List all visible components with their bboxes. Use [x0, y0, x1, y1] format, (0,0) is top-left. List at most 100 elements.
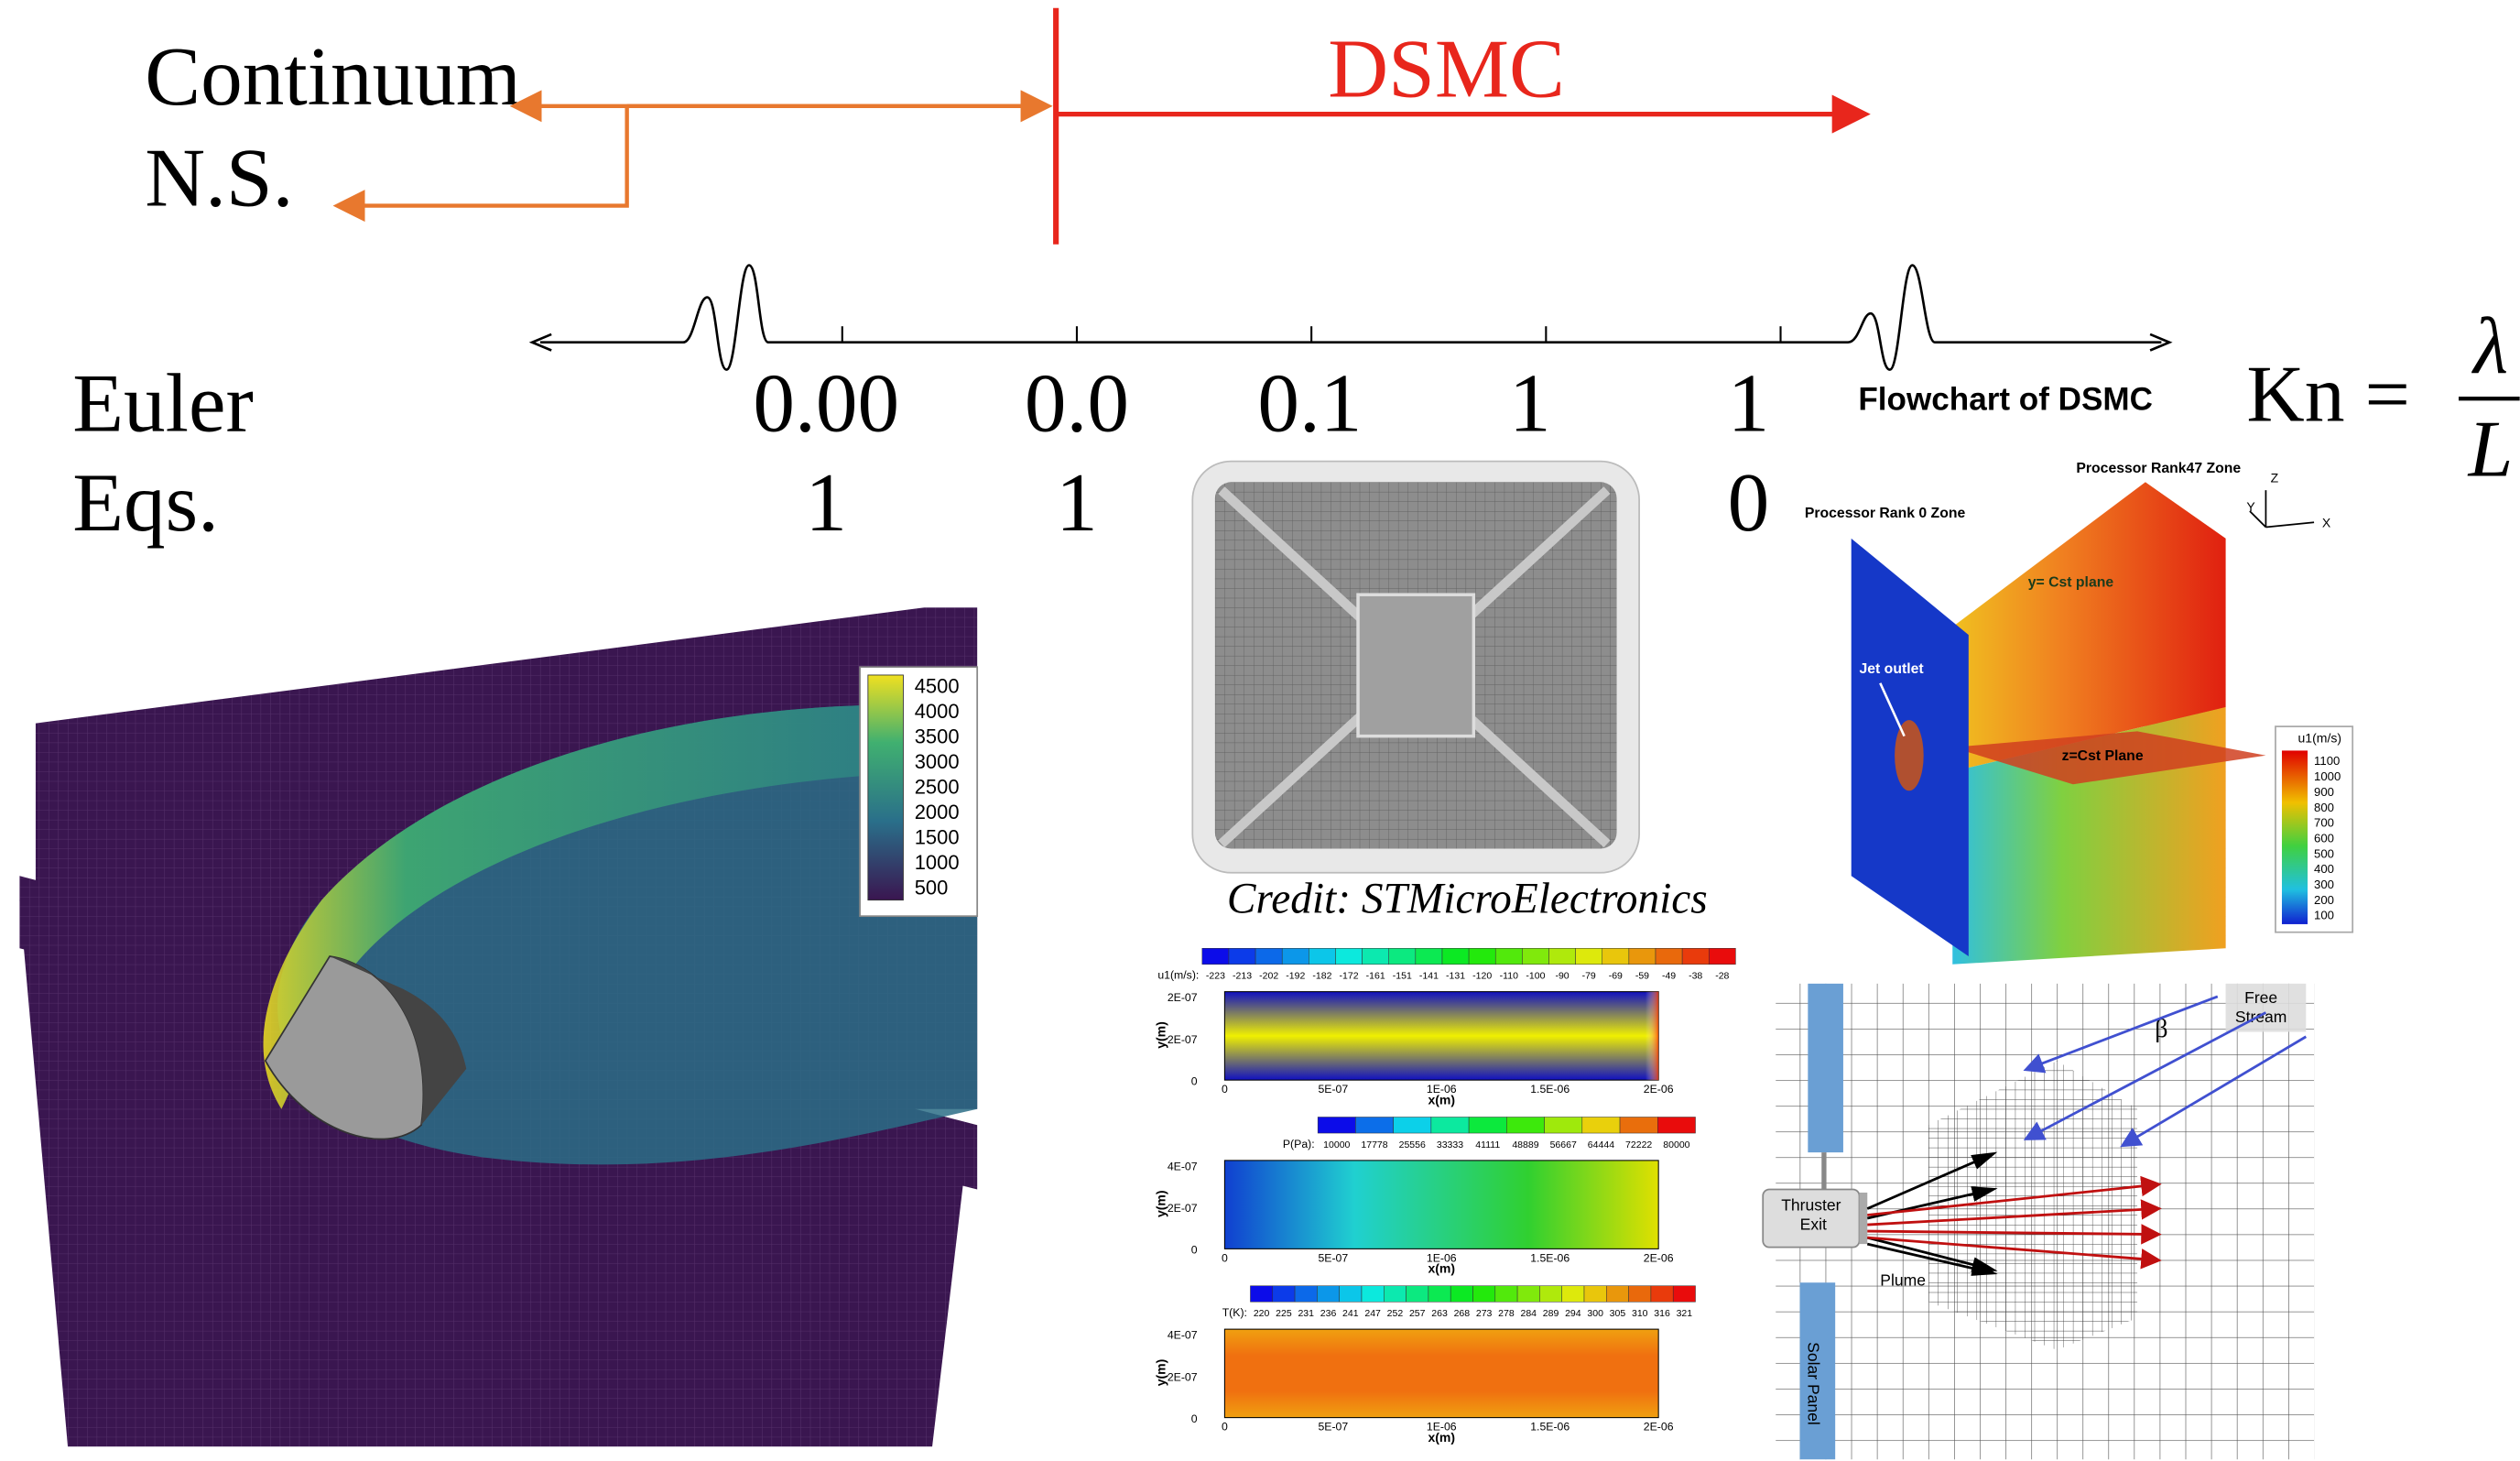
colorbar-cell [1673, 1286, 1695, 1303]
colorbar-cell [1522, 948, 1548, 965]
level-label: 231 [1298, 1308, 1314, 1319]
level-label: 48889 [1512, 1139, 1538, 1150]
colorbar-cell [1317, 1286, 1339, 1303]
colorbar-cell [1335, 948, 1362, 965]
euler-label: Euler [72, 356, 254, 449]
x-axis-label: x(m) [1428, 1261, 1455, 1276]
solar-panel-top [1808, 984, 1843, 1152]
level-label: 252 [1387, 1308, 1404, 1319]
axis-x [2265, 522, 2314, 527]
colorbar-cell [1548, 948, 1575, 965]
colorbar-cell [1651, 1286, 1673, 1303]
level-label: 17778 [1361, 1139, 1387, 1150]
y-tick-label: 2E-07 [1168, 1033, 1198, 1046]
level-label: -28 [1715, 971, 1729, 982]
colorbar-cell [1394, 1117, 1431, 1133]
colorbar-label: 2000 [915, 801, 960, 823]
colorbar-label: 200 [2314, 893, 2334, 907]
x-axis-label: x(m) [1428, 1430, 1455, 1445]
level-label: 41111 [1475, 1139, 1500, 1150]
kn-tick-label: 1 [1509, 356, 1551, 449]
colorbar-cell [1318, 1117, 1355, 1133]
colorbar-cell [1384, 1286, 1406, 1303]
x-tick-label: 5E-07 [1318, 1083, 1348, 1096]
colorbar-cell [1469, 948, 1495, 965]
kn-tick-label: 0.0 [1025, 356, 1129, 449]
x-tick-label: 1.5E-06 [1530, 1421, 1570, 1434]
axis-y-label: Y [2246, 499, 2255, 514]
x-tick-label: 5E-07 [1318, 1421, 1348, 1434]
colorbar-label: 3000 [915, 750, 960, 773]
reentry-figure: 45004000350030002500200015001000500 [16, 607, 977, 1446]
chip-center [1358, 594, 1473, 736]
plume-label: Plume [1880, 1271, 1926, 1290]
contour-plot [1224, 1329, 1658, 1418]
rank0-label: Processor Rank 0 Zone [1805, 506, 1966, 521]
channel-plots: -223-213-202-192-182-172-161-151-141-131… [1153, 948, 1735, 1445]
level-label: 247 [1364, 1308, 1381, 1319]
level-label: 321 [1677, 1308, 1693, 1319]
level-label: -49 [1662, 971, 1676, 982]
colorbar-label: 3500 [915, 725, 960, 747]
level-label: 56667 [1550, 1139, 1577, 1150]
colorbar [868, 675, 904, 900]
level-label: 236 [1320, 1308, 1337, 1319]
colorbar-cell [1309, 948, 1335, 965]
level-label: -59 [1635, 971, 1649, 982]
level-label: 316 [1654, 1308, 1670, 1319]
eqs-label: Eqs. [72, 456, 219, 549]
kn-tick-label: 0 [1728, 456, 1770, 549]
ns-label: N.S. [145, 132, 293, 224]
level-label: 300 [1587, 1308, 1603, 1319]
colorbar-cell [1629, 948, 1656, 965]
x-tick-label: 0 [1222, 1251, 1228, 1264]
zplane-label: z=Cst Plane [2062, 748, 2144, 764]
colorbar-label: 900 [2314, 785, 2334, 799]
y-tick-label: 2E-07 [1168, 1370, 1198, 1383]
x-tick-label: 5E-07 [1318, 1251, 1348, 1264]
level-label: 72222 [1625, 1139, 1652, 1150]
colorbar-cell [1657, 1117, 1695, 1133]
y-tick-label: 0 [1191, 1074, 1198, 1087]
colorbar-cell [1576, 948, 1602, 965]
dsmc-label: DSMC [1328, 22, 1565, 114]
level-label: -151 [1393, 971, 1412, 982]
colorbar-label: 1500 [915, 826, 960, 849]
y-tick-label: 2E-07 [1168, 991, 1198, 1004]
colorbar-cell [1250, 1286, 1272, 1303]
colorbar-label: 500 [2314, 846, 2334, 860]
level-label: 64444 [1588, 1139, 1614, 1150]
level-label: -192 [1286, 971, 1305, 982]
level-label: 278 [1498, 1308, 1515, 1319]
level-label: -38 [1689, 971, 1702, 982]
kn-tick-label: 1 [1056, 456, 1098, 549]
level-label: -172 [1340, 971, 1359, 982]
kn-axis-line [540, 266, 2161, 370]
colorbar-cell [1472, 1286, 1494, 1303]
level-label: -131 [1446, 971, 1465, 982]
level-label: -120 [1472, 971, 1492, 982]
colorbar-cell [1517, 1286, 1539, 1303]
colorbar-label: 4000 [915, 700, 960, 723]
contour-plot [1224, 1161, 1658, 1249]
level-label: 80000 [1663, 1139, 1689, 1150]
colorbar-cell [1495, 1286, 1517, 1303]
y-axis-label: y(m) [1153, 1190, 1168, 1217]
colorbar-label: 300 [2314, 878, 2334, 891]
colorbar-cell [1709, 948, 1735, 965]
colorbar-label: 500 [915, 877, 949, 899]
flowchart-label: Flowchart of DSMC [1858, 381, 2153, 417]
colorbar-cell [1450, 1286, 1472, 1303]
y-tick-label: 0 [1191, 1244, 1198, 1257]
x-tick-label: 0 [1222, 1083, 1228, 1096]
colorbar-label: 600 [2314, 831, 2334, 845]
colorbar-cell [1389, 948, 1416, 965]
colorbar-cell [1442, 948, 1469, 965]
y-axis-label: y(m) [1153, 1021, 1168, 1049]
level-label: -161 [1366, 971, 1385, 982]
level-label: 294 [1565, 1308, 1581, 1319]
level-label: -79 [1582, 971, 1596, 982]
colorbar-cell [1295, 1286, 1317, 1303]
colorbar-label: 2500 [915, 775, 960, 798]
